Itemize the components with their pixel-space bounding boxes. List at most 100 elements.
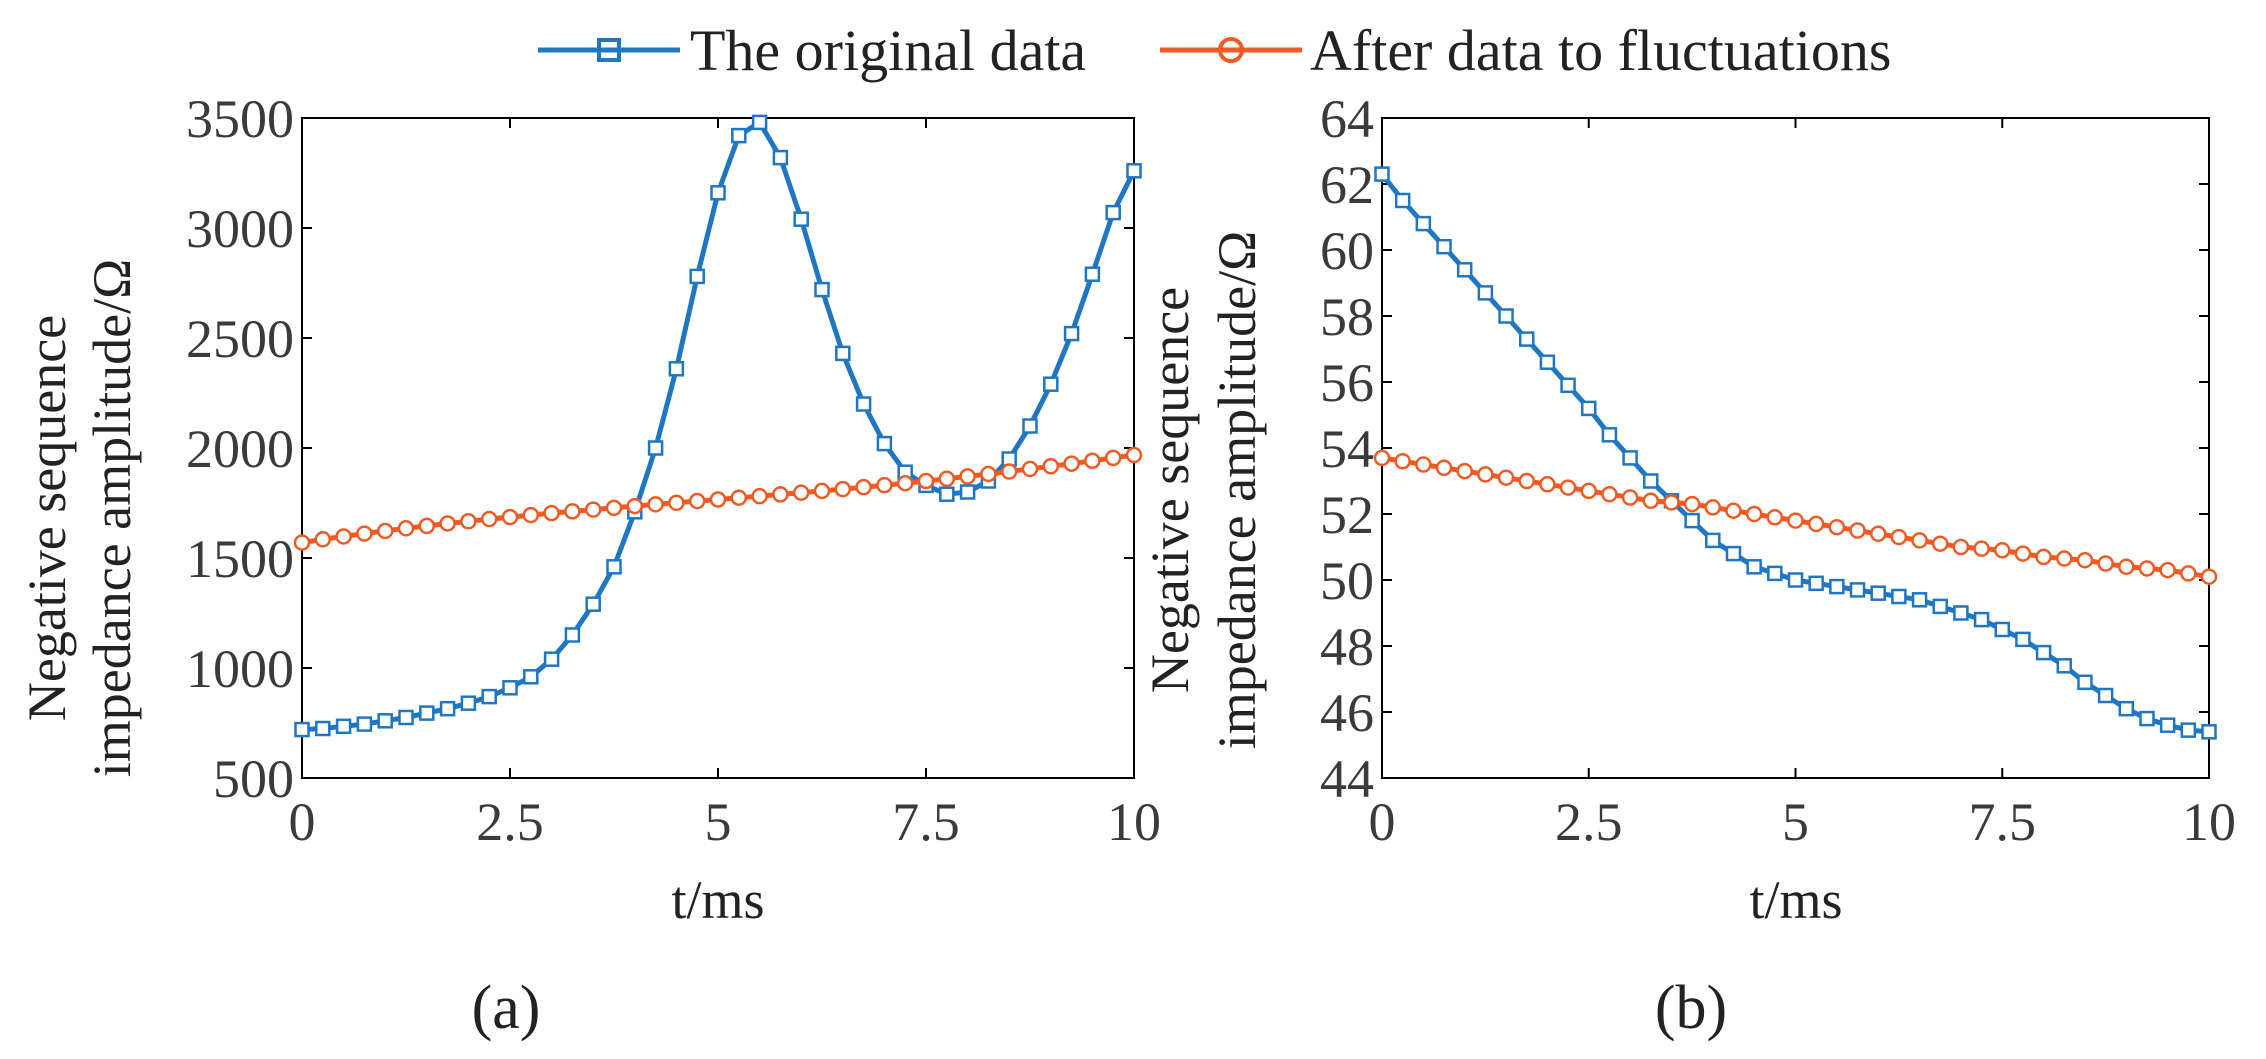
data-point-square bbox=[1518, 331, 1535, 347]
data-point-circle bbox=[1663, 494, 1680, 511]
data-point-square bbox=[1808, 575, 1824, 592]
data-point-circle bbox=[668, 494, 685, 512]
ytick-label: 48 bbox=[1320, 617, 1374, 677]
data-point-square bbox=[1684, 512, 1700, 529]
data-point-square bbox=[1911, 592, 1928, 608]
xticks-b: 0 2.5 5 7.5 10 bbox=[1369, 118, 2236, 852]
ytick-label: 46 bbox=[1320, 683, 1374, 743]
xtick-label: 5 bbox=[705, 792, 732, 852]
data-point-square bbox=[647, 440, 664, 456]
data-point-circle bbox=[2200, 568, 2218, 585]
data-point-square bbox=[460, 695, 477, 711]
ytick-label: 54 bbox=[1320, 419, 1374, 479]
data-point-circle bbox=[1683, 495, 1701, 513]
series-group-a bbox=[293, 114, 1143, 738]
data-point-square bbox=[1022, 418, 1038, 434]
data-point-circle bbox=[397, 520, 415, 537]
data-point-circle bbox=[1952, 538, 1970, 556]
data-point-square bbox=[606, 559, 622, 575]
legend: The original data After data to fluctuat… bbox=[538, 18, 1891, 83]
data-point-circle bbox=[1704, 499, 1722, 516]
data-point-circle bbox=[709, 491, 727, 508]
chart-a: Negative sequence impedance amplitude/Ω … bbox=[17, 89, 1161, 1042]
ytick-label: 56 bbox=[1320, 353, 1374, 413]
series-line-original bbox=[1380, 172, 2210, 735]
data-point-square bbox=[564, 627, 581, 643]
data-point-square bbox=[1415, 215, 1432, 232]
data-point-square bbox=[1105, 204, 1121, 221]
xtick-label: 2.5 bbox=[1555, 792, 1623, 852]
data-point-square bbox=[2056, 658, 2073, 674]
data-point-circle bbox=[1869, 525, 1887, 543]
legend-label-original: The original data bbox=[690, 18, 1086, 83]
panel-label-b: (b) bbox=[1655, 974, 1727, 1042]
data-point-circle bbox=[1849, 522, 1866, 539]
data-point-square bbox=[1126, 163, 1142, 179]
data-point-circle bbox=[1021, 460, 1039, 478]
data-point-circle bbox=[1559, 479, 1577, 496]
data-point-circle bbox=[522, 506, 540, 524]
data-point-circle bbox=[1000, 463, 1018, 480]
ytick-label: 50 bbox=[1320, 551, 1374, 611]
legend-marker-square bbox=[597, 38, 621, 62]
panel-label-a-text: (a) bbox=[472, 974, 541, 1042]
data-point-square bbox=[1539, 354, 1556, 370]
data-point-square bbox=[1498, 308, 1514, 324]
xtick-label: 5 bbox=[1782, 792, 1809, 852]
yticks-a: 500 1000 1500 2000 2500 3000 3500 bbox=[186, 89, 1134, 809]
data-point-circle bbox=[1084, 452, 1101, 470]
data-point-circle bbox=[876, 476, 893, 494]
data-point-square bbox=[835, 345, 851, 362]
data-point-square bbox=[356, 716, 373, 732]
data-point-circle bbox=[1394, 452, 1411, 470]
data-point-square bbox=[1560, 377, 1576, 394]
xtick-label: 0 bbox=[1369, 792, 1396, 852]
data-point-square bbox=[294, 721, 310, 738]
ytick-label: 3000 bbox=[186, 199, 294, 259]
data-point-square bbox=[2097, 687, 2114, 704]
data-point-circle bbox=[460, 513, 477, 530]
data-point-square bbox=[419, 705, 435, 721]
data-point-square bbox=[1932, 598, 1948, 615]
data-point-square bbox=[335, 718, 352, 735]
xlabel-b: t/ms bbox=[1749, 870, 1842, 930]
data-point-circle bbox=[1539, 476, 1556, 493]
data-point-circle bbox=[1063, 455, 1080, 472]
data-point-square bbox=[1994, 621, 2010, 638]
data-point-square bbox=[1601, 427, 1618, 443]
legend-item-original: The original data bbox=[538, 18, 1086, 83]
data-point-circle bbox=[1725, 502, 1742, 519]
data-point-circle bbox=[418, 517, 436, 535]
data-point-circle bbox=[314, 531, 332, 548]
data-point-circle bbox=[1911, 532, 1928, 549]
data-point-square bbox=[1787, 572, 1804, 588]
data-point-circle bbox=[1477, 466, 1494, 483]
ytick-label: 60 bbox=[1320, 221, 1374, 281]
data-point-square bbox=[1084, 266, 1101, 282]
data-point-square bbox=[1746, 559, 1762, 575]
ytick-label: 3500 bbox=[186, 89, 294, 149]
data-point-circle bbox=[1373, 449, 1391, 467]
data-point-square bbox=[876, 435, 893, 452]
data-point-square bbox=[2015, 631, 2031, 648]
data-point-square bbox=[2159, 717, 2176, 733]
data-point-square bbox=[398, 709, 414, 726]
data-point-circle bbox=[1745, 505, 1763, 523]
data-point-circle bbox=[1931, 535, 1949, 552]
legend-marker-circle bbox=[1218, 37, 1244, 63]
data-point-circle bbox=[1601, 485, 1618, 503]
data-point-circle bbox=[1415, 456, 1432, 473]
data-point-square bbox=[502, 680, 518, 696]
data-point-square bbox=[2201, 724, 2217, 740]
data-point-square bbox=[1891, 588, 1907, 605]
data-point-square bbox=[668, 361, 685, 377]
data-point-square bbox=[315, 720, 331, 737]
ytick-label: 58 bbox=[1320, 287, 1374, 347]
data-point-square bbox=[523, 669, 539, 685]
data-point-circle bbox=[688, 492, 706, 510]
ylabel-line2-a: impedance amplitude/Ω bbox=[82, 259, 142, 777]
ylabel-line2-b: impedance amplitude/Ω bbox=[1207, 231, 1267, 749]
data-point-circle bbox=[1456, 462, 1473, 480]
